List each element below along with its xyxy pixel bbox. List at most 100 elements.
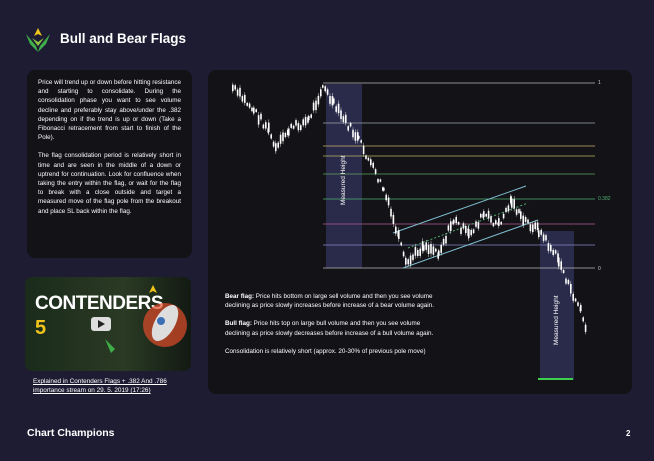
candle: [385, 194, 387, 201]
candle: [295, 120, 297, 126]
candle: [297, 123, 300, 131]
candle: [402, 251, 405, 257]
candle: [284, 132, 287, 138]
candle: [550, 245, 552, 252]
candle: [312, 102, 315, 111]
candle: [405, 257, 407, 265]
candle: [505, 207, 507, 212]
text-panel: Price will trend up or down before hitti…: [27, 70, 192, 258]
candle: [288, 128, 290, 136]
candle: [377, 179, 379, 183]
candle: [447, 225, 450, 231]
video-number: 5: [35, 317, 47, 339]
candle: [552, 249, 554, 256]
candle: [400, 242, 402, 246]
candle: [547, 243, 550, 251]
candle: [395, 226, 397, 234]
candle: [470, 229, 472, 236]
candle: [379, 179, 382, 182]
candle: [390, 208, 392, 217]
candle: [453, 219, 455, 224]
candle: [268, 122, 270, 133]
candle: [244, 94, 246, 103]
candle: [440, 244, 442, 253]
video-thumbnail[interactable]: CONTENDERS 5: [25, 277, 191, 371]
candle: [472, 229, 475, 234]
candle: [417, 249, 419, 256]
candle: [337, 103, 340, 114]
candle: [572, 293, 574, 301]
candle: [507, 205, 510, 212]
paragraph: Price will trend up or down before hitti…: [38, 79, 181, 142]
candle: [317, 95, 320, 105]
candle: [524, 216, 527, 222]
candle: [450, 221, 452, 231]
candle: [360, 140, 362, 143]
candle: [502, 213, 505, 219]
candle: [342, 116, 345, 123]
video-caption[interactable]: Explained in Contenders Flags + .382 And…: [33, 378, 167, 394]
candle: [257, 115, 260, 125]
candle: [432, 246, 435, 255]
note: Bear flag: Price hits bottom on large se…: [225, 292, 440, 310]
candle: [409, 255, 412, 265]
candle: [329, 96, 331, 104]
candle: [430, 243, 432, 254]
candle: [315, 100, 317, 111]
candle: [255, 109, 257, 112]
candle: [560, 261, 562, 270]
candle: [407, 259, 409, 265]
candle: [232, 84, 234, 92]
candle: [510, 196, 512, 204]
candle: [477, 222, 480, 229]
candle: [554, 250, 557, 254]
candle: [302, 119, 304, 126]
candle: [282, 132, 284, 142]
candle: [382, 187, 384, 191]
diagram: 1 0.382 0 Measured Height Measured Heigh…: [232, 80, 611, 380]
channel-mid: [407, 202, 529, 249]
candle: [347, 126, 349, 131]
candle: [532, 224, 534, 233]
candle: [412, 254, 414, 260]
candle: [335, 106, 337, 112]
candle: [485, 213, 487, 217]
page-number: 2: [626, 429, 631, 438]
candle: [425, 242, 427, 250]
candle: [490, 216, 492, 223]
candle: [545, 235, 547, 241]
candle: [265, 122, 267, 129]
candle: [570, 284, 572, 294]
candle: [372, 162, 374, 168]
measured-height-label: Measured Height: [553, 295, 560, 345]
note-label: Bear flag:: [225, 293, 255, 300]
candle: [540, 229, 542, 235]
candle: [462, 223, 465, 229]
candle: [520, 211, 522, 219]
candle: [365, 155, 367, 159]
candle: [534, 222, 536, 230]
candle: [398, 230, 400, 239]
candle: [487, 210, 490, 219]
candle: [300, 125, 302, 131]
candle: [558, 257, 560, 267]
candle: [468, 228, 470, 238]
candle: [362, 145, 365, 155]
candle: [565, 278, 567, 284]
candle: [442, 238, 445, 245]
candle: [562, 270, 565, 274]
note: Consolidation is relatively short (appro…: [225, 347, 440, 356]
fib-label: 0.382: [598, 196, 611, 202]
candle: [370, 159, 372, 166]
candle: [567, 279, 570, 285]
price-candles: [232, 82, 587, 335]
fib-label: 0: [598, 266, 601, 272]
candle: [513, 199, 515, 209]
logo: [26, 28, 50, 52]
candle: [352, 129, 354, 138]
candle: [251, 107, 253, 112]
candle: [308, 116, 310, 121]
channel-line: [402, 219, 539, 269]
candle: [542, 234, 545, 241]
candle: [277, 142, 279, 148]
